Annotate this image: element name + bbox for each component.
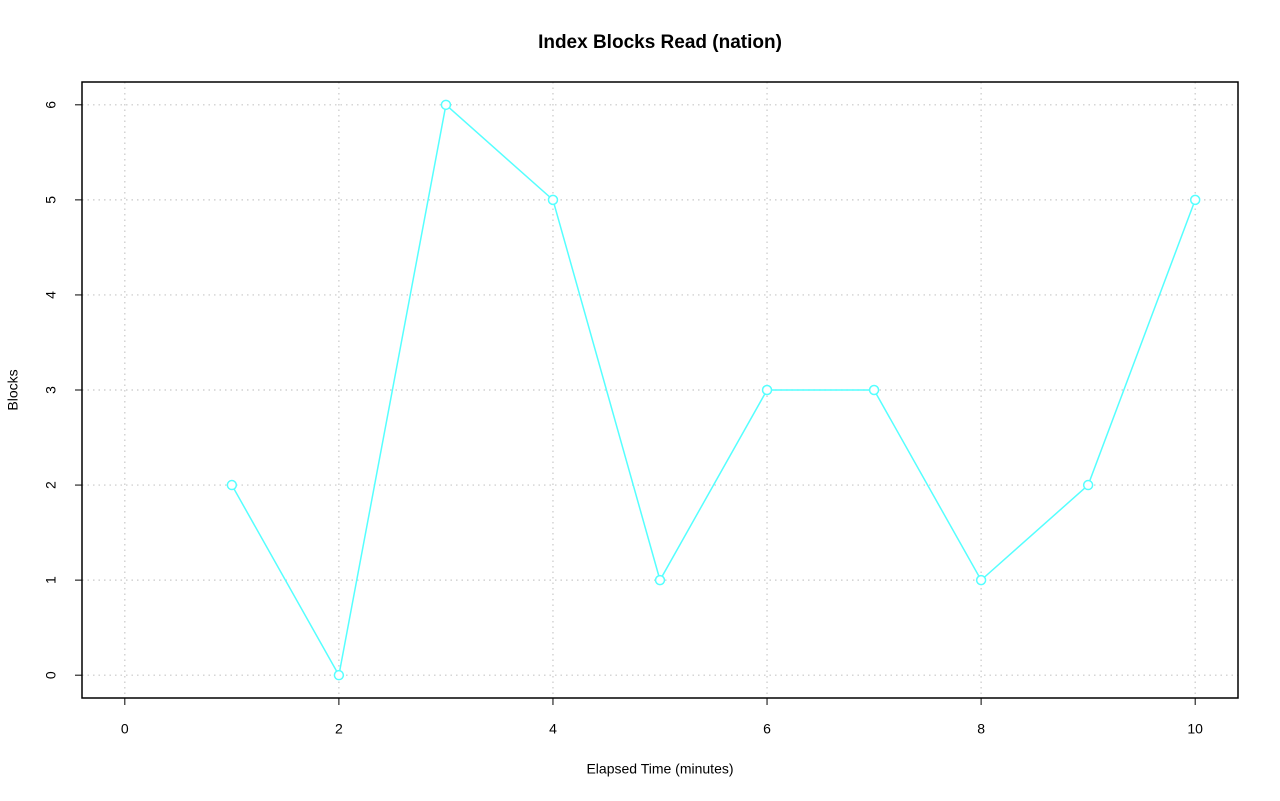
x-tick-label: 4 bbox=[549, 721, 557, 737]
data-point bbox=[975, 574, 987, 586]
y-tick-label: 6 bbox=[43, 101, 59, 109]
data-point bbox=[333, 669, 345, 681]
y-tick-label: 1 bbox=[43, 576, 59, 584]
x-tick-label: 10 bbox=[1187, 721, 1203, 737]
data-point bbox=[547, 194, 559, 206]
chart-title: Index Blocks Read (nation) bbox=[538, 32, 782, 53]
y-tick-label: 4 bbox=[43, 291, 59, 299]
data-line bbox=[231, 103, 1196, 678]
data-point bbox=[868, 384, 880, 396]
y-tick-label: 2 bbox=[43, 481, 59, 489]
x-tick-label: 8 bbox=[977, 721, 985, 737]
x-tick-label: 0 bbox=[121, 721, 129, 737]
y-tick-label: 5 bbox=[43, 196, 59, 204]
y-tick-label: 0 bbox=[43, 671, 59, 679]
x-tick-label: 6 bbox=[763, 721, 771, 737]
grid bbox=[82, 82, 1238, 698]
plot-area bbox=[226, 99, 1201, 681]
y-axis-label: Blocks bbox=[5, 369, 21, 410]
data-point bbox=[1082, 479, 1094, 491]
x-axis-label: Elapsed Time (minutes) bbox=[586, 761, 733, 777]
data-point bbox=[440, 99, 452, 111]
data-point bbox=[761, 384, 773, 396]
data-point bbox=[226, 479, 238, 491]
data-point bbox=[654, 574, 666, 586]
x-tick-label: 2 bbox=[335, 721, 343, 737]
data-point bbox=[1189, 194, 1201, 206]
y-tick-label: 3 bbox=[43, 386, 59, 394]
